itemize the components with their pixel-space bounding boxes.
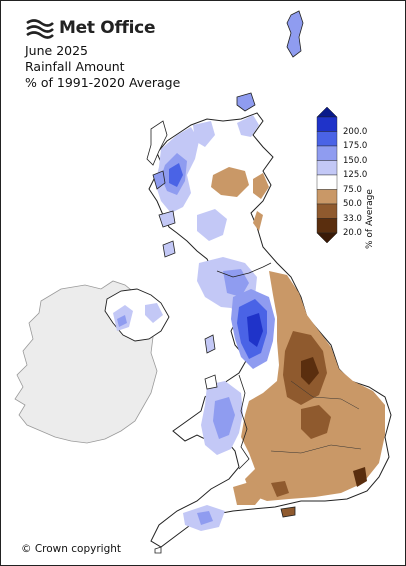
title-baseline: % of 1991-2020 Average (25, 75, 181, 90)
scilly (154, 546, 162, 554)
legend-cap-bottom (316, 232, 338, 244)
anglesey (204, 374, 218, 390)
england-driest (301, 357, 319, 385)
regional-boundary (270, 380, 362, 454)
isle-of-skye (152, 170, 166, 190)
color-legend: 200.0 175.0 150.0 125.0 75.0 50.0 33.0 20.0 % o… (313, 105, 393, 249)
title-month: June 2025 (25, 43, 89, 58)
ni-wet-patch-2 (117, 315, 127, 327)
isle-of-wight (280, 506, 296, 518)
legend-swatch-4 (316, 174, 338, 190)
copyright-notice: © Crown copyright (21, 543, 122, 555)
scotland-east-dry-2 (253, 173, 269, 199)
isle-of-man (204, 334, 216, 354)
scotland-ne-wet (237, 115, 259, 137)
shetland (286, 10, 304, 58)
ni-wet-patch-3 (145, 303, 163, 323)
legend-swatch-7 (316, 218, 338, 234)
legend-swatch-1 (316, 131, 338, 147)
legend-tick-label: 200.0 (343, 126, 368, 137)
scotland-west-wettest (169, 163, 183, 187)
southwest-wetter (197, 511, 213, 525)
title-variable: Rainfall Amount (25, 59, 125, 74)
south-drier (271, 481, 289, 497)
legend-swatch-2 (316, 145, 338, 161)
scotland-north-wet (193, 121, 215, 147)
wales-wetter (213, 397, 235, 439)
met-office-logo-icon (26, 19, 54, 39)
legend-tick-label: 20.0 (343, 228, 362, 238)
legend-tick-label: 50.0 (343, 199, 362, 209)
islay (162, 240, 176, 258)
wales-england-border (238, 374, 250, 470)
legend-colorbar (316, 106, 338, 244)
legend-tick-label: 33.0 (343, 213, 362, 224)
legend-tick-label: 75.0 (343, 184, 362, 195)
orkney (236, 92, 256, 112)
legend-cap-top (316, 106, 338, 118)
legend-swatch-0 (316, 116, 338, 132)
legend-swatch-3 (316, 160, 338, 176)
brand-name: Met Office (59, 18, 156, 38)
legend-swatch-5 (316, 189, 338, 205)
legend-axis-label: % of Average (365, 189, 375, 249)
se-driest (353, 467, 367, 487)
scotland-england-border (216, 262, 272, 278)
legend-tick-label: 150.0 (343, 155, 368, 166)
cumbria-wettest (247, 313, 263, 347)
met-office-logo: Met Office (25, 17, 155, 39)
isle-of-mull (158, 210, 176, 228)
scotland-east-dry-3 (253, 211, 263, 231)
outer-hebrides (146, 120, 168, 166)
scotland-east-dry (211, 167, 249, 197)
legend-tick-label: 125.0 (343, 170, 368, 180)
south-dry (233, 481, 265, 505)
legend-swatch-6 (316, 203, 338, 219)
england-drier-2 (301, 405, 331, 439)
scotland-central-wet (197, 209, 227, 241)
legend-tick-label: 175.0 (343, 141, 368, 151)
